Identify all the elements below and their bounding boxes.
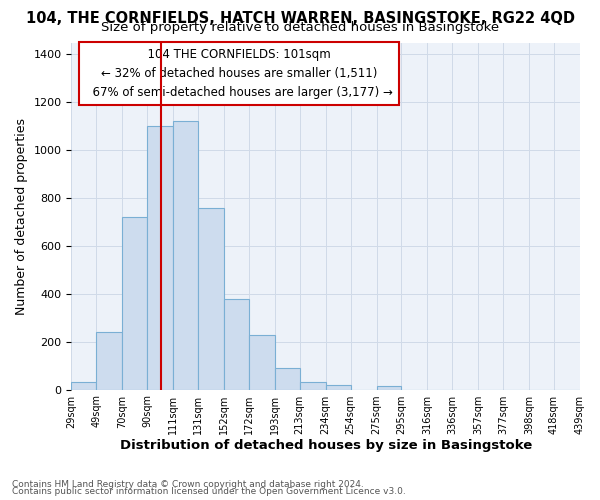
Bar (173, 122, 198, 390)
Text: Size of property relative to detached houses in Basingstoke: Size of property relative to detached ho… (101, 22, 499, 35)
Bar (299, 382, 326, 390)
Bar (326, 385, 350, 390)
Bar (96, 332, 122, 390)
Text: Contains HM Land Registry data © Crown copyright and database right 2024.: Contains HM Land Registry data © Crown c… (12, 480, 364, 489)
Bar (224, 298, 249, 390)
Bar (122, 217, 147, 390)
Text: 104 THE CORNFIELDS: 101sqm  
← 32% of detached houses are smaller (1,511)
  67% : 104 THE CORNFIELDS: 101sqm ← 32% of deta… (85, 48, 393, 98)
Text: Contains public sector information licensed under the Open Government Licence v3: Contains public sector information licen… (12, 487, 406, 496)
Y-axis label: Number of detached properties: Number of detached properties (15, 118, 28, 314)
Text: 104, THE CORNFIELDS, HATCH WARREN, BASINGSTOKE, RG22 4QD: 104, THE CORNFIELDS, HATCH WARREN, BASIN… (25, 11, 575, 26)
X-axis label: Distribution of detached houses by size in Basingstoke: Distribution of detached houses by size … (119, 440, 532, 452)
Bar (249, 334, 275, 390)
Bar (377, 386, 401, 390)
Bar (275, 368, 299, 390)
Bar (198, 208, 224, 390)
Bar (71, 382, 96, 390)
Bar (147, 126, 173, 390)
